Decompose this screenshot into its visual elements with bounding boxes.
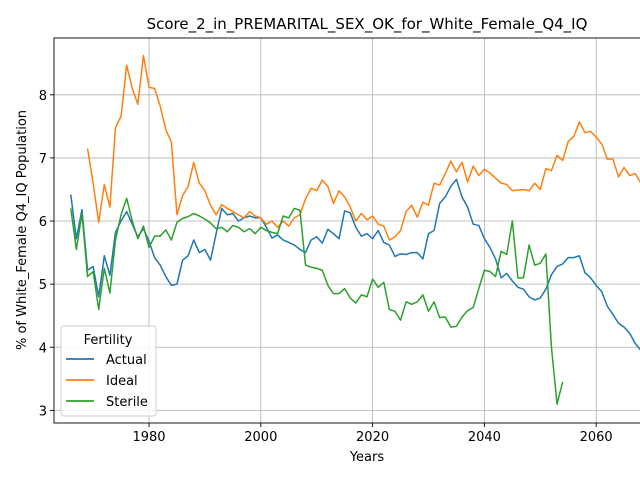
legend-entries: Actual Ideal Sterile	[66, 353, 148, 410]
x-tick-label: 2060	[580, 430, 613, 445]
legend-title: Fertility	[84, 333, 133, 348]
series-line-actual	[70, 178, 640, 351]
y-axis-title: % of White_Female Q4_IQ Population	[15, 110, 30, 350]
legend: Fertility Actual Ideal Sterile	[60, 325, 157, 417]
y-tick-label: 7	[39, 152, 47, 167]
x-axis-title: Years	[349, 450, 385, 465]
legend-box	[60, 325, 157, 417]
y-tick-label: 8	[39, 89, 47, 104]
grid	[54, 38, 640, 423]
x-tick-label: 1980	[132, 430, 165, 445]
plot-area-frame	[53, 37, 640, 424]
x-tick-label: 2040	[468, 430, 501, 445]
axis-ticks: 1980 2000 2020 2040 2060 3 4 5 6 7 8	[39, 89, 613, 445]
x-tick-label: 2000	[244, 430, 277, 445]
y-tick-label: 5	[39, 278, 47, 293]
series-line-sterile	[70, 197, 564, 405]
legend-label-sterile: Sterile	[106, 395, 148, 410]
series-lines	[70, 54, 640, 405]
legend-label-ideal: Ideal	[106, 374, 138, 389]
y-tick-label: 3	[39, 404, 47, 419]
series-line-ideal	[86, 54, 640, 241]
x-tick-label: 2020	[356, 430, 389, 445]
chart-title: Score_2_in_PREMARITAL_SEX_OK_for_White_F…	[147, 15, 588, 34]
y-tick-label: 4	[39, 341, 47, 356]
y-tick-label: 6	[39, 215, 47, 230]
legend-label-actual: Actual	[106, 353, 147, 368]
